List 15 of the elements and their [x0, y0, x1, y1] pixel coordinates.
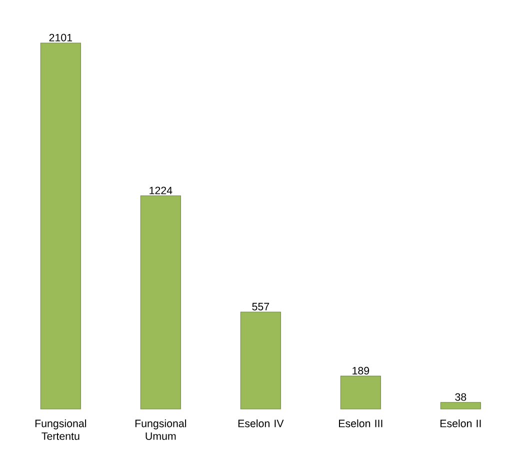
bar: [140, 195, 181, 410]
bar: [240, 312, 281, 410]
bar: [40, 42, 81, 410]
x-tick-label: Fungsional Tertentu: [35, 419, 86, 440]
data-label: 557: [252, 302, 270, 310]
data-label: 38: [455, 393, 466, 401]
bar: [440, 402, 481, 410]
x-tick-label: Eselon III: [339, 419, 382, 428]
x-tick-label: Fungsional Umum: [135, 419, 186, 440]
x-tick-label: Eselon II: [440, 419, 481, 428]
data-label: 2101: [49, 34, 72, 42]
x-tick-label: Eselon IV: [238, 419, 284, 428]
data-label: 1224: [150, 186, 172, 194]
bar: [340, 376, 381, 410]
data-label: 189: [352, 366, 370, 374]
